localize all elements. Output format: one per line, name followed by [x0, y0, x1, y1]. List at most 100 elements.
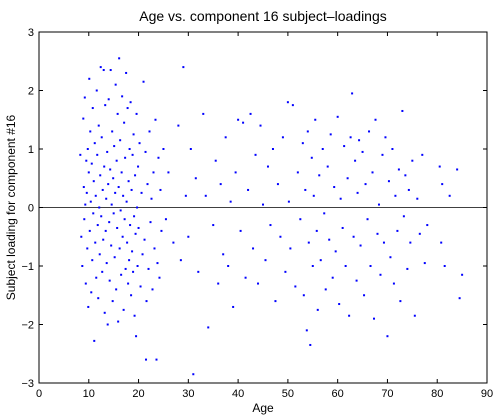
data-point	[192, 373, 195, 376]
data-point	[379, 273, 382, 276]
data-point	[396, 229, 399, 232]
data-point	[123, 218, 126, 221]
data-point	[299, 218, 302, 221]
data-point	[122, 194, 125, 197]
data-point	[461, 273, 464, 276]
data-point	[106, 150, 109, 153]
data-point	[130, 188, 133, 191]
data-point	[137, 226, 140, 229]
data-point	[204, 194, 207, 197]
data-point	[364, 183, 367, 186]
data-point	[134, 232, 137, 235]
data-point	[177, 124, 180, 127]
data-point	[120, 171, 123, 174]
data-point	[86, 148, 89, 150]
data-point	[104, 229, 107, 232]
data-point	[189, 148, 192, 150]
data-point	[324, 288, 327, 291]
data-point	[440, 241, 443, 244]
data-point	[301, 142, 304, 145]
data-point	[92, 180, 95, 183]
data-point	[102, 238, 105, 241]
x-tick-label: 70	[381, 388, 393, 400]
data-point	[140, 191, 143, 194]
data-point	[331, 276, 334, 279]
y-tick-label: −2	[21, 320, 34, 332]
data-point	[154, 118, 157, 121]
data-point	[402, 215, 405, 218]
data-point	[349, 136, 352, 139]
data-point	[112, 177, 115, 180]
data-point	[91, 259, 94, 262]
data-point	[135, 112, 138, 115]
data-point	[136, 265, 139, 267]
data-point	[234, 171, 237, 174]
data-point	[110, 203, 113, 206]
data-point	[88, 229, 91, 232]
data-point	[159, 188, 162, 191]
data-point	[443, 265, 446, 267]
data-point	[458, 297, 461, 300]
data-point	[138, 142, 141, 145]
data-point	[125, 200, 128, 203]
data-point	[312, 194, 315, 197]
data-point	[328, 238, 331, 241]
data-point	[227, 265, 230, 267]
y-tick-label: 2	[28, 86, 34, 98]
data-point	[112, 212, 115, 215]
data-point	[107, 98, 110, 101]
data-point	[151, 288, 154, 291]
data-point	[374, 118, 377, 121]
data-point	[123, 121, 126, 124]
data-point	[333, 186, 336, 189]
data-point	[96, 153, 99, 156]
data-point	[179, 259, 182, 262]
data-point	[98, 206, 101, 209]
data-point	[134, 174, 137, 177]
data-point	[111, 130, 114, 133]
data-point	[384, 136, 387, 139]
data-point	[386, 335, 389, 338]
data-point	[311, 265, 314, 267]
data-point	[318, 174, 321, 177]
data-point	[207, 326, 210, 329]
data-point	[407, 188, 410, 191]
data-point	[126, 107, 129, 110]
data-point	[281, 136, 284, 139]
data-point	[110, 244, 113, 247]
data-point	[116, 226, 119, 229]
data-point	[80, 235, 83, 238]
data-point	[262, 203, 264, 206]
data-point	[344, 265, 347, 267]
y-tick-label: 0	[28, 203, 34, 215]
data-point	[224, 136, 227, 139]
data-point	[264, 259, 267, 262]
x-axis-label: Age	[252, 401, 274, 415]
data-point	[381, 153, 384, 156]
data-point	[376, 232, 379, 235]
data-point	[456, 168, 459, 171]
data-point	[391, 148, 394, 150]
data-point	[101, 188, 104, 191]
data-point	[129, 101, 132, 104]
data-point	[336, 115, 339, 118]
data-point	[411, 159, 414, 162]
data-point	[117, 186, 120, 189]
data-point	[149, 221, 152, 224]
data-point	[121, 235, 124, 238]
data-point	[348, 314, 351, 317]
data-point	[269, 224, 272, 227]
data-point	[107, 183, 110, 186]
data-point	[120, 273, 123, 276]
data-point	[103, 165, 106, 168]
data-point	[94, 194, 97, 197]
x-tick-label: 30	[182, 388, 194, 400]
data-point	[247, 188, 250, 191]
data-point	[373, 317, 376, 320]
data-point	[354, 159, 357, 162]
x-tick-label: 10	[83, 388, 95, 400]
data-point	[323, 212, 326, 215]
x-tick-label: 80	[431, 388, 443, 400]
data-point	[139, 285, 142, 288]
data-point	[306, 130, 309, 133]
